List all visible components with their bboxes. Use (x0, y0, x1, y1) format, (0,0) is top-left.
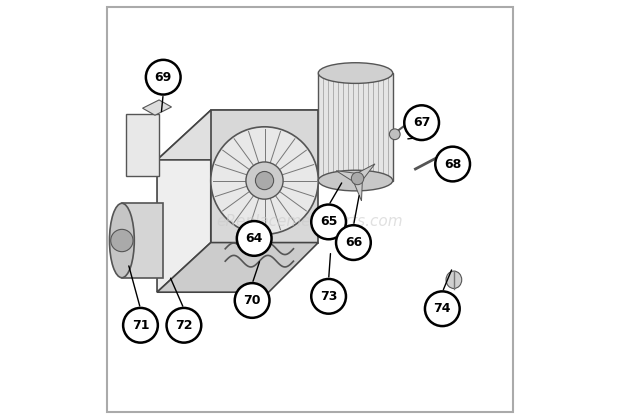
Text: 68: 68 (444, 158, 461, 171)
Circle shape (352, 172, 364, 185)
Text: 65: 65 (320, 215, 337, 228)
Circle shape (167, 308, 202, 343)
Text: 67: 67 (413, 116, 430, 129)
Polygon shape (353, 178, 363, 201)
Ellipse shape (110, 203, 135, 278)
Ellipse shape (446, 271, 462, 288)
Text: 73: 73 (320, 290, 337, 303)
Text: 72: 72 (175, 319, 193, 332)
Circle shape (389, 129, 400, 140)
Polygon shape (157, 110, 211, 292)
Circle shape (425, 291, 459, 326)
Circle shape (435, 147, 470, 181)
Circle shape (311, 279, 346, 314)
Text: eReplacementParts.com: eReplacementParts.com (216, 215, 404, 230)
Polygon shape (336, 171, 358, 182)
Polygon shape (143, 100, 172, 115)
Circle shape (123, 308, 158, 343)
Circle shape (237, 221, 272, 256)
Circle shape (146, 60, 180, 95)
Circle shape (211, 127, 318, 234)
Ellipse shape (318, 170, 392, 191)
Polygon shape (126, 114, 159, 176)
Polygon shape (157, 243, 318, 292)
Circle shape (246, 162, 283, 199)
Circle shape (255, 171, 273, 190)
Circle shape (404, 105, 439, 140)
Circle shape (111, 229, 133, 252)
Polygon shape (318, 73, 392, 181)
Text: 69: 69 (154, 71, 172, 84)
Text: 74: 74 (433, 302, 451, 315)
Circle shape (336, 225, 371, 260)
Ellipse shape (318, 63, 392, 83)
Polygon shape (122, 203, 163, 278)
Circle shape (311, 204, 346, 239)
Text: 64: 64 (246, 232, 263, 245)
Polygon shape (211, 110, 318, 243)
Polygon shape (157, 110, 318, 160)
Text: 70: 70 (244, 294, 261, 307)
Text: 71: 71 (131, 319, 149, 332)
Polygon shape (356, 164, 375, 181)
Text: 66: 66 (345, 236, 362, 249)
Circle shape (235, 283, 270, 318)
Ellipse shape (323, 280, 337, 292)
